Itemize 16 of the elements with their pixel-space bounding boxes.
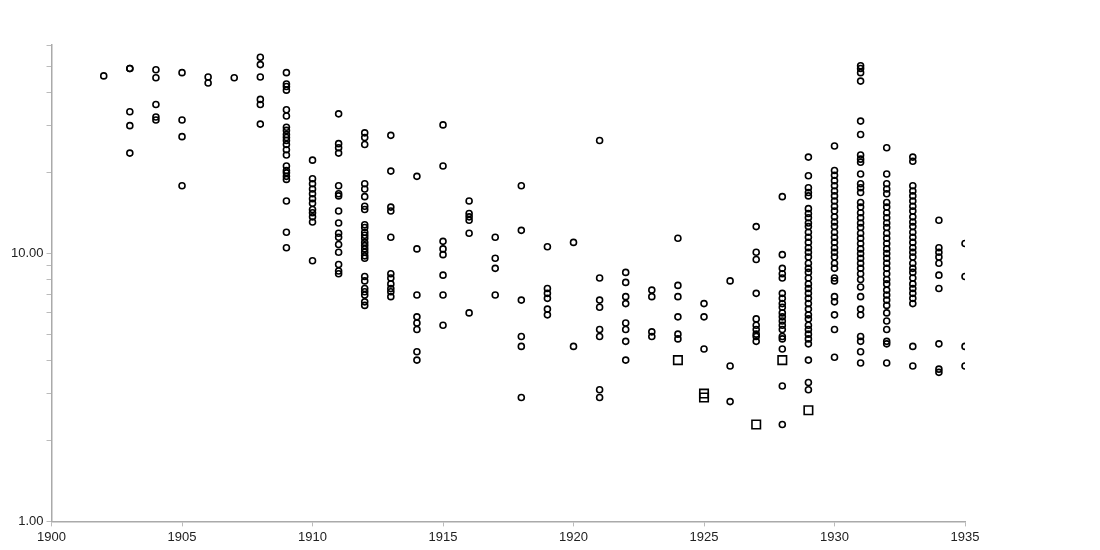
point <box>777 355 788 366</box>
x-tick-label: 1920 <box>559 528 588 544</box>
x-tick-label: 1910 <box>298 528 327 544</box>
point <box>803 405 814 416</box>
x-tick-label: 1930 <box>820 528 849 544</box>
x-tick-label: 1900 <box>37 528 66 544</box>
y-tick-label: 10.00 <box>10 245 44 261</box>
point <box>698 388 710 399</box>
y-tick-label: 1.00 <box>18 512 44 528</box>
x-tick-label: 1905 <box>167 528 197 544</box>
point <box>698 392 710 403</box>
x-tick-label: 1925 <box>689 528 719 544</box>
point <box>751 419 762 430</box>
x-tick-label: 1915 <box>428 528 458 544</box>
point <box>672 355 683 366</box>
x-tick-label: 1935 <box>950 528 980 544</box>
